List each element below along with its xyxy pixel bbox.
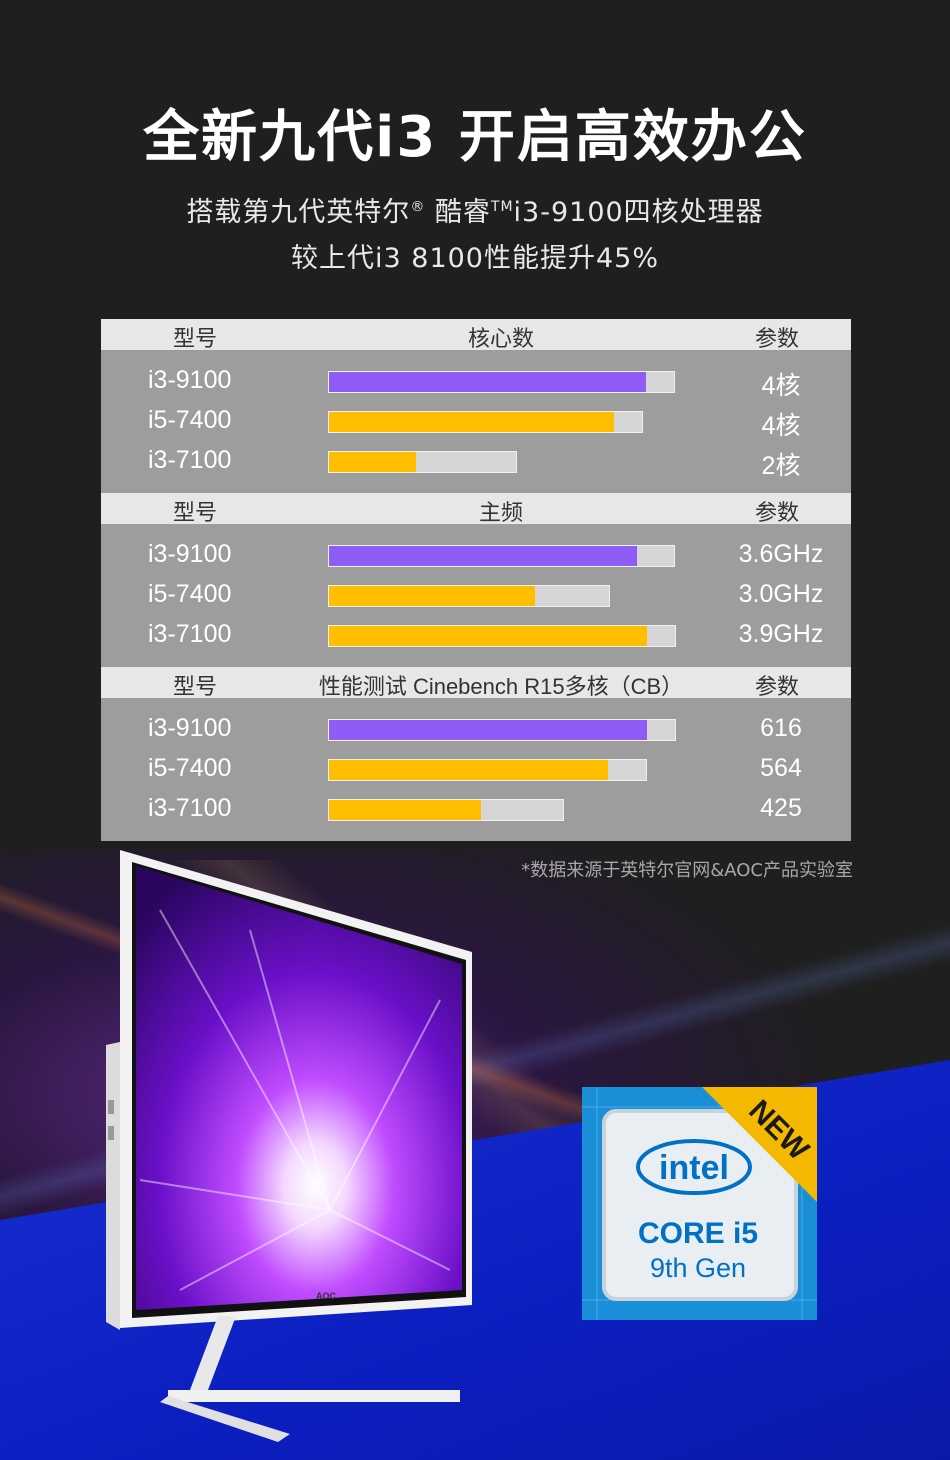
subline-performance: 较上代i3 8100性能提升45% bbox=[291, 243, 659, 274]
value-label: 4核 bbox=[761, 372, 801, 400]
chart-title: 核心数 bbox=[467, 326, 534, 351]
bar bbox=[329, 412, 614, 432]
bar bbox=[329, 626, 647, 646]
value-label: 3.9GHz bbox=[738, 620, 824, 648]
bar-track bbox=[328, 585, 610, 607]
bar bbox=[329, 452, 416, 472]
usb-port bbox=[108, 1126, 114, 1140]
monitor-stand-foot bbox=[160, 1396, 290, 1442]
value-label: 3.0GHz bbox=[738, 580, 824, 608]
bar bbox=[329, 720, 647, 740]
bar-track bbox=[328, 719, 676, 741]
category-label: i3-9100 bbox=[148, 366, 232, 394]
subline-text: i3-9100四核处理器 bbox=[513, 197, 764, 228]
value-label: 2核 bbox=[761, 452, 801, 480]
subline-text: 搭载第九代英特尔 bbox=[186, 197, 411, 228]
data-source-footnote: *数据来源于英特尔官网&AOC产品实验室 bbox=[521, 860, 853, 881]
core-i5-label: CORE i5 bbox=[638, 1217, 758, 1250]
intel-core-i5-badge: NEW intel CORE i5 9th Gen bbox=[582, 1087, 817, 1320]
category-label: i5-7400 bbox=[148, 754, 232, 782]
bar-track bbox=[328, 545, 675, 567]
header-model-label: 型号 bbox=[173, 500, 218, 525]
header-model-label: 型号 bbox=[173, 326, 218, 351]
value-label: 425 bbox=[760, 794, 802, 822]
category-label: i5-7400 bbox=[148, 580, 232, 608]
category-label: i3-9100 bbox=[148, 714, 232, 742]
category-label: i3-9100 bbox=[148, 540, 232, 568]
monitor-logo: AOC bbox=[316, 1291, 337, 1301]
category-label: i5-7400 bbox=[148, 406, 232, 434]
header-param-label: 参数 bbox=[755, 500, 800, 525]
screen-rays bbox=[139, 909, 451, 1291]
monitor-screen bbox=[136, 866, 462, 1310]
aoc-monitor-image: AOC bbox=[106, 850, 472, 1442]
intel-logo-text: intel bbox=[659, 1149, 729, 1187]
bar-track bbox=[328, 759, 647, 781]
value-label: 3.6GHz bbox=[738, 540, 824, 568]
chart-section-header: 型号 主频 参数 bbox=[101, 493, 851, 525]
monitor-stand-base bbox=[168, 1390, 460, 1402]
value-label: 4核 bbox=[761, 412, 801, 440]
registered-mark: ® bbox=[410, 199, 426, 215]
chart-section-header: 型号 核心数 参数 bbox=[101, 319, 851, 351]
bar bbox=[329, 760, 608, 780]
trademark-mark: TM bbox=[490, 199, 514, 215]
bar-track bbox=[328, 799, 564, 821]
bar bbox=[329, 372, 646, 392]
bar-track bbox=[328, 371, 675, 393]
bar bbox=[329, 586, 535, 606]
chart-title: 性能测试 Cinebench R15多核（CB） bbox=[318, 674, 684, 699]
bar-track bbox=[328, 411, 643, 433]
header-param-label: 参数 bbox=[755, 674, 800, 699]
subline-processor: 搭载第九代英特尔® 酷睿TMi3-9100四核处理器 bbox=[0, 190, 950, 229]
new-ribbon bbox=[702, 1087, 817, 1202]
comparison-chart-panel: 型号 核心数 参数 i3-9100 4核 i5-7400 4核 i3-7100 2核 型号 主频 参数… bbox=[101, 319, 851, 841]
generation-label: 9th Gen bbox=[650, 1253, 746, 1283]
chart-section-header: 型号 性能测试 Cinebench R15多核（CB） 参数 bbox=[101, 667, 851, 699]
category-label: i3-7100 bbox=[148, 446, 232, 474]
chart-title: 主频 bbox=[478, 500, 523, 525]
bar bbox=[329, 546, 637, 566]
intel-swirl bbox=[636, 1139, 752, 1195]
value-label: 616 bbox=[760, 714, 802, 742]
category-label: i3-7100 bbox=[148, 620, 232, 648]
headline: 全新九代i3 开启高效办公 bbox=[143, 105, 807, 170]
bar bbox=[329, 800, 481, 820]
bar-track bbox=[328, 451, 517, 473]
usb-port bbox=[108, 1100, 114, 1114]
monitor-stand-neck bbox=[190, 1316, 236, 1390]
category-label: i3-7100 bbox=[148, 794, 232, 822]
bar-track bbox=[328, 625, 676, 647]
value-label: 564 bbox=[760, 754, 802, 782]
monitor-side-panel bbox=[106, 1042, 120, 1330]
subline-text: 酷睿 bbox=[425, 197, 491, 228]
header-param-label: 参数 bbox=[755, 326, 800, 351]
header-model-label: 型号 bbox=[173, 674, 218, 699]
